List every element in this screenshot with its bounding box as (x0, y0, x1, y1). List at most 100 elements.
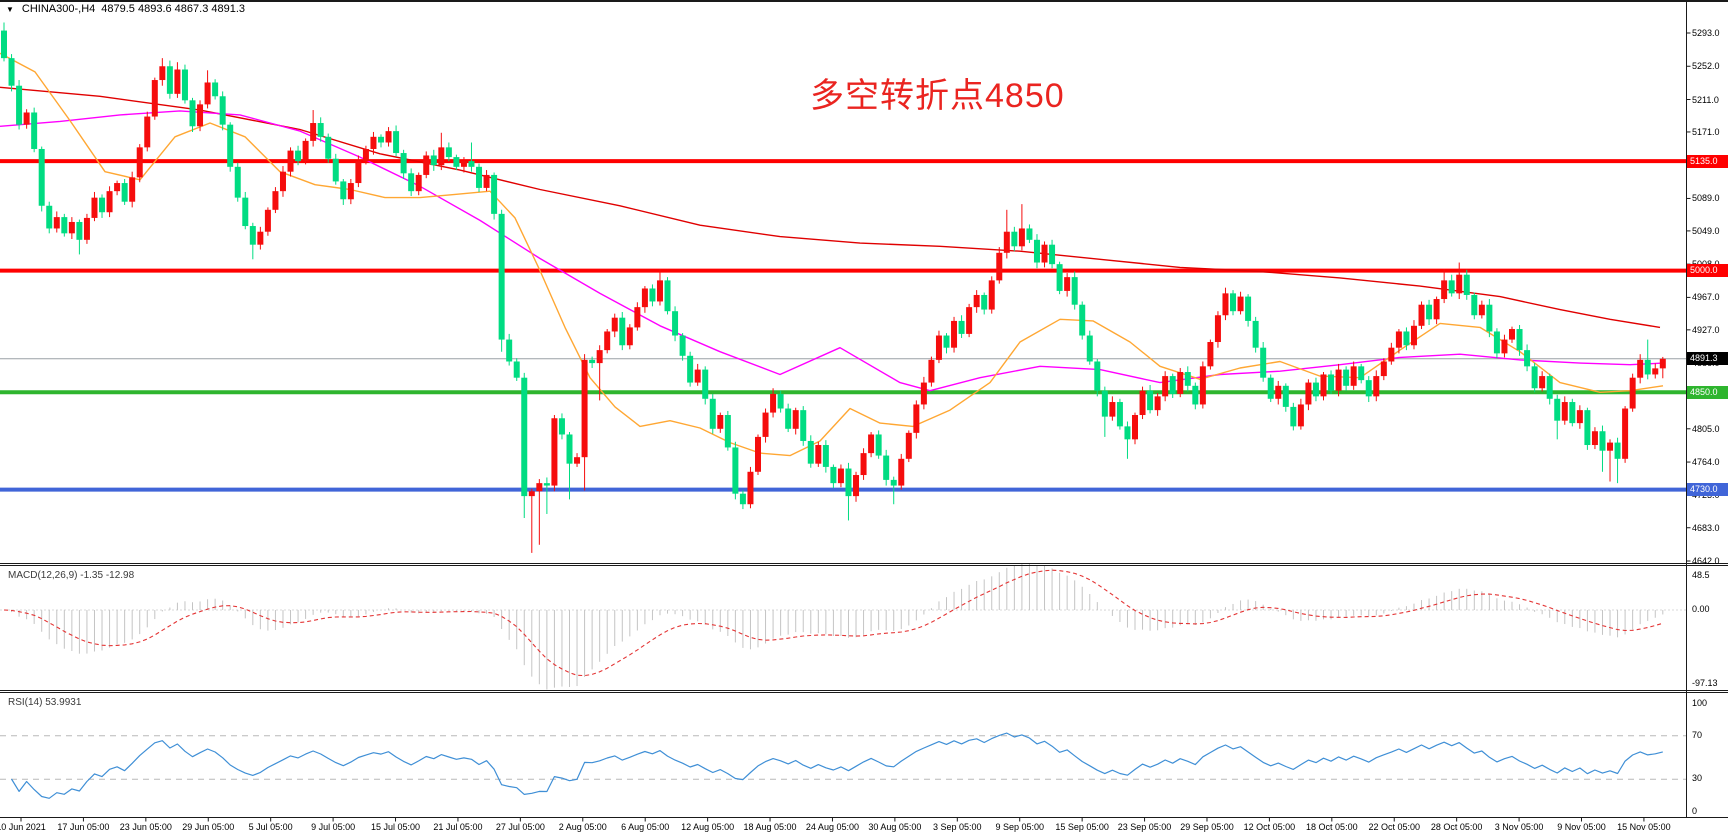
candle-body (1018, 228, 1025, 247)
candle-body (174, 69, 181, 94)
candle-body (1162, 376, 1169, 397)
time-axis-label: 3 Nov 05:00 (1494, 822, 1544, 832)
candle-body (1184, 372, 1191, 386)
candle-body (604, 331, 611, 351)
time-axis-label: 9 Nov 05:00 (1557, 822, 1606, 832)
candle-body (875, 434, 882, 456)
candle-body (935, 335, 942, 360)
candle-body (1569, 402, 1576, 424)
candle-body (129, 177, 136, 202)
candle-body (1410, 325, 1417, 346)
candle-body (800, 410, 807, 441)
candle-body (483, 174, 490, 188)
candle-body (1539, 376, 1546, 389)
symbol-dropdown-icon[interactable]: ▼ (6, 4, 14, 14)
candle-body (1335, 369, 1342, 391)
price-tick-label: 5293.0 (1692, 28, 1720, 38)
candle-body (860, 453, 867, 476)
candle-body (845, 468, 852, 497)
candle-body (1350, 366, 1357, 386)
candle-body (581, 359, 588, 458)
candle-body (551, 418, 558, 486)
candle-body (792, 410, 799, 429)
time-axis-label: 9 Jul 05:00 (311, 822, 356, 832)
candle-body (393, 131, 400, 154)
candle-body (1290, 406, 1297, 427)
candle-body (1365, 380, 1372, 397)
candle-body (913, 404, 920, 433)
candle-body (1644, 359, 1651, 375)
candle-body (114, 183, 121, 192)
candle-body (928, 359, 935, 383)
candle-body (1501, 339, 1508, 354)
candle-body (920, 382, 927, 405)
level-badge-4730: 4730.0 (1687, 483, 1728, 497)
candle-body (1395, 331, 1402, 348)
candle-body (890, 479, 897, 486)
candle-body (1373, 376, 1380, 397)
candle-body (99, 197, 106, 213)
candle-body (1109, 402, 1116, 417)
candle-body (1358, 366, 1365, 381)
candle-body (634, 307, 641, 328)
candle-body (589, 359, 596, 364)
rsi-indicator-label: RSI(14) 53.9931 (8, 697, 82, 708)
time-axis-label: 29 Jun 05:00 (182, 822, 235, 832)
candle-body (408, 173, 415, 192)
candle-body (905, 432, 912, 459)
candle-body (476, 166, 483, 188)
candle-body (1041, 244, 1048, 263)
price-tick-label: 5049.0 (1692, 225, 1720, 236)
candle-body (1086, 335, 1093, 362)
candle-body (1011, 231, 1018, 247)
candle-body (837, 468, 844, 484)
candle-body (1607, 442, 1614, 451)
rsi-line (10, 732, 1663, 799)
candle-body (853, 475, 860, 497)
candle-body (777, 393, 784, 409)
candle-body (807, 440, 814, 464)
time-axis-label: 28 Oct 05:00 (1430, 822, 1483, 832)
candle-body (378, 136, 384, 143)
level-badge-4850: 4850.0 (1687, 385, 1728, 399)
candle-body (438, 147, 445, 166)
candle-body (121, 183, 128, 202)
price-tick-label: 4927.0 (1692, 324, 1720, 335)
candle-body (1207, 342, 1214, 367)
candle-body (53, 217, 60, 229)
price-tick-label: 4805.0 (1692, 423, 1720, 434)
candle-body (1486, 304, 1493, 332)
candle-body (785, 408, 792, 429)
candle-body (755, 436, 761, 472)
candle-body (1629, 377, 1636, 409)
candle-body (717, 415, 724, 429)
candle-body (732, 447, 739, 494)
candle-body (822, 445, 829, 467)
candle-body (272, 191, 279, 210)
candle-body (453, 157, 460, 167)
macd-signal-line (3, 569, 1663, 677)
candle-body (1101, 390, 1108, 417)
candle-body (83, 217, 90, 240)
candle-body (1584, 410, 1591, 446)
candle-body (1426, 304, 1433, 320)
level-badge-5135: 5135.0 (1687, 154, 1728, 168)
candle-body (264, 209, 271, 232)
candle-body (279, 171, 286, 192)
price-tick-label: 5211.0 (1692, 94, 1719, 105)
candle-body (362, 148, 369, 162)
candle-body (883, 455, 890, 480)
candle-body (1305, 382, 1312, 405)
candle-body (189, 100, 196, 127)
candle-body (943, 335, 950, 348)
rsi-axis-30: 30 (1692, 773, 1703, 783)
price-tick-label: 4642.0 (1692, 556, 1720, 566)
candle-body (1599, 431, 1606, 451)
candle-body (521, 377, 528, 497)
candle-body (317, 123, 324, 137)
main-chart-panel[interactable] (0, 22, 1686, 553)
candle-body (558, 418, 565, 435)
candle-body (340, 181, 347, 200)
